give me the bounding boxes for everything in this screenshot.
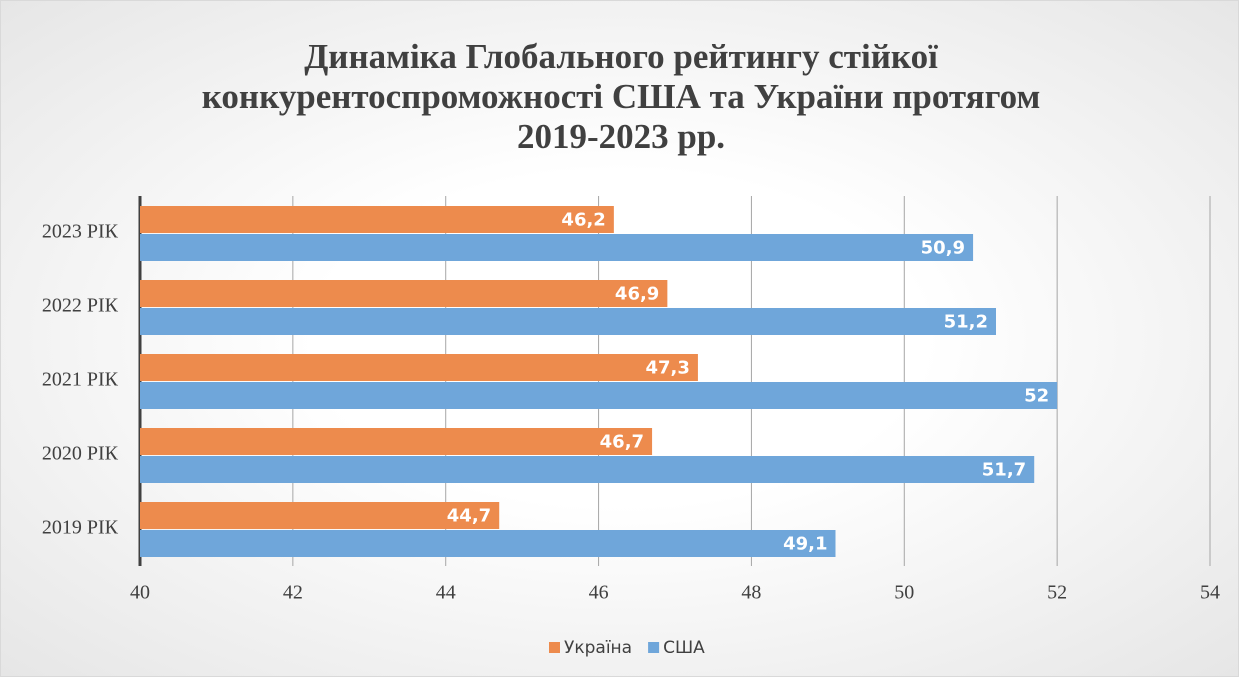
x-tick-label: 40: [130, 582, 150, 604]
x-tick-label: 46: [589, 582, 609, 604]
y-tick-label: 2023 РІК: [42, 221, 119, 243]
y-tick-label: 2019 РІК: [42, 517, 119, 539]
bar: [140, 428, 653, 455]
legend-label: Україна: [564, 638, 632, 658]
bar: [140, 234, 974, 261]
bar: [140, 382, 1058, 409]
data-label: 51,7: [982, 460, 1026, 481]
y-tick-label: 2020 РІК: [42, 443, 119, 465]
data-label: 50,9: [921, 238, 965, 259]
y-tick-label: 2022 РІК: [42, 295, 119, 317]
chart-title: Динаміка Глобального рейтингу стійкої ко…: [201, 37, 1041, 156]
bar: [140, 502, 500, 529]
bar: [140, 280, 668, 307]
data-label: 44,7: [447, 506, 491, 527]
bar: [140, 456, 1035, 483]
legend-swatch: [648, 642, 660, 653]
bar: [140, 308, 996, 335]
data-label: 46,7: [600, 432, 644, 453]
data-label: 46,9: [615, 284, 659, 305]
x-tick-label: 42: [283, 582, 303, 604]
y-tick-label: 2021 РІК: [42, 369, 119, 391]
x-tick-label: 44: [436, 582, 456, 604]
x-tick-label: 52: [1047, 582, 1067, 604]
legend-label: США: [663, 638, 705, 658]
legend-swatch: [549, 642, 560, 653]
data-label: 47,3: [646, 358, 690, 379]
bar: [140, 206, 614, 233]
x-tick-label: 48: [741, 582, 761, 604]
x-tick-label: 50: [894, 582, 914, 604]
data-label: 49,1: [783, 534, 827, 555]
x-tick-label: 54: [1200, 582, 1220, 604]
data-label: 52: [1024, 386, 1049, 407]
data-label: 51,2: [944, 312, 988, 333]
bar: [140, 530, 836, 557]
data-label: 46,2: [561, 210, 605, 231]
bar: [140, 354, 698, 381]
